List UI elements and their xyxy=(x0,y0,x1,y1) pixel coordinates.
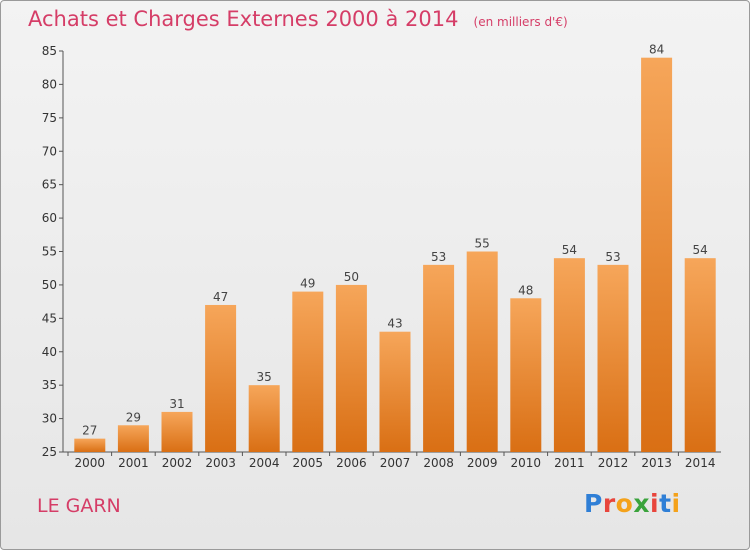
y-tick-label: 50 xyxy=(42,278,57,292)
bar xyxy=(641,57,673,452)
bar xyxy=(466,251,498,452)
y-tick-label: 40 xyxy=(42,345,57,359)
data-label: 54 xyxy=(693,243,708,257)
location-name: LE GARN xyxy=(37,495,121,517)
logo-letter: P xyxy=(584,489,603,518)
bar xyxy=(423,264,455,452)
data-label: 49 xyxy=(300,277,315,291)
data-labels: 27 29 31 47 35 49 50 43 53 55 48 54 53 84 54 xyxy=(82,43,708,438)
bar xyxy=(205,304,237,452)
y-tick-label: 70 xyxy=(42,144,57,158)
data-label: 31 xyxy=(169,397,184,411)
data-label: 55 xyxy=(475,237,490,251)
proxiti-logo[interactable]: Proxiti xyxy=(584,489,681,518)
data-label: 29 xyxy=(126,410,141,424)
data-label: 27 xyxy=(82,424,97,438)
x-tick-label: 2000 xyxy=(75,456,106,470)
x-tick-label: 2009 xyxy=(467,456,498,470)
logo-letter: r xyxy=(602,489,616,518)
y-tick-label: 45 xyxy=(42,311,57,325)
logo-letter: i xyxy=(650,489,660,518)
bar xyxy=(379,331,411,452)
x-tick-label: 2002 xyxy=(162,456,193,470)
title-row: Achats et Charges Externes 2000 à 2014 (… xyxy=(28,7,568,31)
data-label: 48 xyxy=(518,283,533,297)
logo-letter: o xyxy=(615,489,634,518)
logo-letter: i xyxy=(671,489,681,518)
y-tick-label: 30 xyxy=(42,412,57,426)
x-tick-label: 2007 xyxy=(380,456,411,470)
chart-title: Achats et Charges Externes 2000 à 2014 xyxy=(28,7,459,31)
y-tick-label: 65 xyxy=(42,178,57,192)
chart-axes: 25 30 35 40 45 50 55 60 65 70 75 80 85 2000 2001 2002 20… xyxy=(42,44,721,470)
bar xyxy=(74,438,106,452)
bar xyxy=(684,258,716,452)
data-label: 35 xyxy=(257,370,272,384)
x-tick-label: 2005 xyxy=(293,456,324,470)
x-tick-label: 2014 xyxy=(685,456,716,470)
bar xyxy=(161,411,193,452)
bar-series xyxy=(74,57,716,452)
data-label: 84 xyxy=(649,43,664,57)
bar xyxy=(597,264,629,452)
x-tick-label: 2010 xyxy=(511,456,542,470)
data-label: 50 xyxy=(344,270,359,284)
x-tick-label: 2003 xyxy=(205,456,236,470)
x-tick-label: 2012 xyxy=(598,456,629,470)
bar xyxy=(117,425,149,452)
y-tick-label: 25 xyxy=(42,445,57,459)
x-tick-label: 2004 xyxy=(249,456,280,470)
data-label: 43 xyxy=(387,317,402,331)
bar xyxy=(553,258,585,452)
y-tick-label: 75 xyxy=(42,111,57,125)
logo-letter: x xyxy=(633,489,650,518)
data-label: 53 xyxy=(605,250,620,264)
x-tick-label: 2008 xyxy=(423,456,454,470)
data-label: 53 xyxy=(431,250,446,264)
y-tick-label: 35 xyxy=(42,378,57,392)
x-tick-label: 2011 xyxy=(554,456,585,470)
x-tick-label: 2001 xyxy=(118,456,149,470)
x-tick-label: 2013 xyxy=(641,456,672,470)
chart-subtitle: (en milliers d'€) xyxy=(473,15,568,29)
data-label: 54 xyxy=(562,243,577,257)
bar xyxy=(292,291,324,452)
bar xyxy=(248,385,280,452)
y-tick-label: 80 xyxy=(42,77,57,91)
bar xyxy=(335,284,367,452)
x-tick-label: 2006 xyxy=(336,456,367,470)
data-label: 47 xyxy=(213,290,228,304)
bar xyxy=(510,298,542,452)
logo-letter: t xyxy=(659,489,672,518)
y-tick-label: 55 xyxy=(42,245,57,259)
y-tick-label: 85 xyxy=(42,44,57,58)
y-tick-label: 60 xyxy=(42,211,57,225)
